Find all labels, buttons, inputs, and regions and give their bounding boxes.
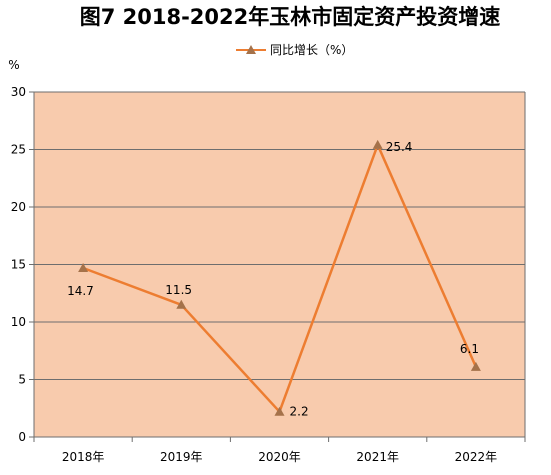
x-axis-ticks: 2018年 2019年 2020年 2021年 2022年 — [33, 437, 526, 464]
x-tick-label: 2020年 — [258, 450, 301, 464]
data-point-marker — [78, 262, 89, 272]
x-tick-label: 2018年 — [62, 450, 105, 464]
data-label: 11.5 — [165, 283, 192, 297]
y-tick-label: 30 — [11, 85, 26, 99]
data-point-marker — [176, 299, 187, 309]
x-tick-label: 2022年 — [455, 450, 498, 464]
x-tick-label: 2019年 — [160, 450, 203, 464]
data-label: 2.2 — [290, 405, 309, 419]
data-label: 14.7 — [67, 284, 94, 298]
y-axis-unit: % — [8, 58, 19, 72]
y-tick-label: 25 — [11, 143, 26, 157]
data-point-marker — [372, 139, 383, 149]
data-label: 25.4 — [386, 140, 413, 154]
data-labels: 14.7 11.5 2.2 25.4 6.1 — [67, 140, 479, 419]
chart-title: 图7 2018-2022年玉林市固定资产投资增速 — [80, 5, 501, 29]
y-tick-label: 20 — [11, 200, 26, 214]
data-point-marker — [470, 361, 481, 371]
data-point-marker — [274, 406, 285, 416]
legend-label: 同比增长（%） — [270, 43, 353, 57]
series-markers — [78, 139, 481, 416]
data-label: 6.1 — [460, 342, 479, 356]
y-axis-ticks: 0 5 10 15 20 25 30 — [11, 85, 34, 444]
y-tick-label: 15 — [11, 258, 26, 272]
legend: 同比增长（%） — [236, 43, 353, 57]
x-tick-label: 2021年 — [356, 450, 399, 464]
y-tick-label: 0 — [18, 430, 26, 444]
y-tick-label: 5 — [18, 373, 26, 387]
legend-triangle-marker-icon — [246, 45, 256, 54]
y-tick-label: 10 — [11, 315, 26, 329]
